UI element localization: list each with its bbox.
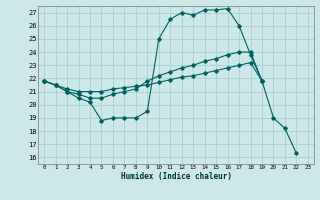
X-axis label: Humidex (Indice chaleur): Humidex (Indice chaleur) [121, 172, 231, 181]
